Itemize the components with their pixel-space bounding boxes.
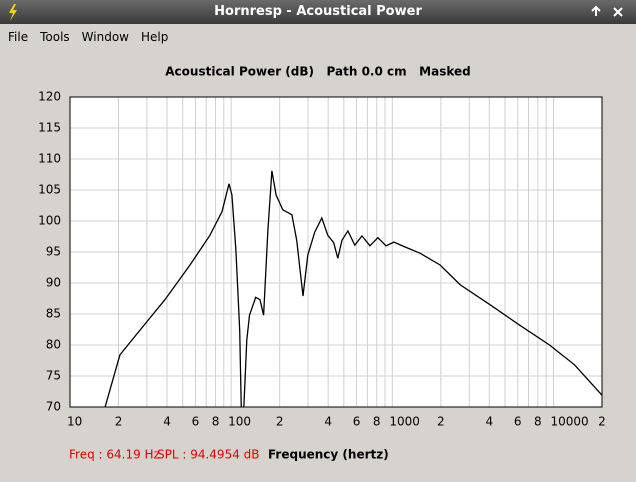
title-bar: Hornresp - Acoustical Power [0,0,636,24]
x-axis-label: Frequency (hertz) [268,448,389,462]
x-tick-label: 10000 [550,415,588,429]
x-tick-label: 2 [437,415,445,429]
maximize-button[interactable] [591,5,601,16]
x-tick-label: 10 [67,415,82,429]
x-tick-label: 2 [276,415,284,429]
menu-item[interactable]: Window [81,30,129,44]
x-tick-label: 4 [486,415,494,429]
window-title: Hornresp - Acoustical Power [214,4,422,19]
y-tick-label: 110 [38,152,61,166]
x-tick-label: 4 [163,415,171,429]
menu-item[interactable]: File [8,30,29,44]
y-tick-label: 115 [38,121,61,135]
plot-area [70,97,602,407]
y-tick-label: 120 [38,90,61,104]
x-tick-label: 2 [598,415,606,429]
x-tick-label: 6 [192,415,200,429]
title-icons [9,4,623,21]
app-icon [9,4,17,21]
y-tick-label: 75 [46,369,61,383]
x-tick-label: 1000 [389,415,420,429]
plot-border [69,96,603,408]
x-tick-label: 6 [514,415,522,429]
y-tick-label: 85 [46,307,61,321]
freq-readout: Freq : 64.19 Hz [69,448,160,462]
menu-item[interactable]: Help [140,30,169,44]
y-tick-label: 70 [46,400,61,414]
x-tick-label: 2 [115,415,123,429]
x-tick-label: 8 [373,415,381,429]
data-line [104,170,602,407]
x-tick-label: 8 [534,415,542,429]
menu-item[interactable]: Tools [40,30,70,44]
x-tick-label: 6 [353,415,361,429]
y-tick-label: 95 [46,245,61,259]
x-tick-label: 4 [324,415,332,429]
x-tick-label: 100 [228,415,251,429]
chart-title: Acoustical Power (dB) Path 0.0 cm Masked [165,65,470,79]
spl-readout: SPL : 94.4954 dB [157,448,260,462]
x-tick-label: 8 [212,415,220,429]
y-tick-label: 105 [38,183,61,197]
y-tick-label: 90 [46,276,61,290]
y-tick-label: 100 [38,214,61,228]
close-button[interactable] [613,7,623,17]
menu-bar: File Tools Window Help [8,30,180,44]
y-tick-label: 80 [46,338,61,352]
